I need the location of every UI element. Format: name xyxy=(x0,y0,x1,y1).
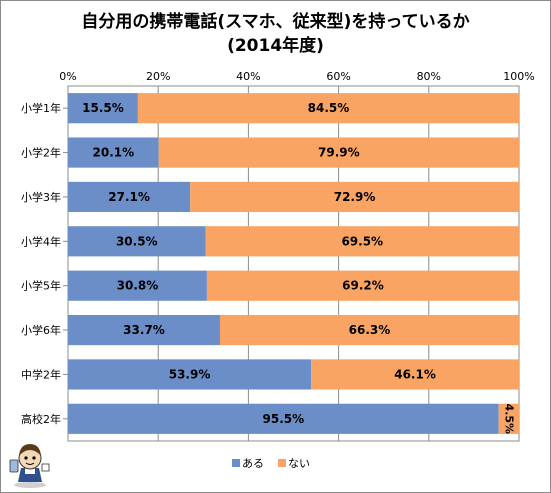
data-label: 4.5% xyxy=(502,404,515,435)
data-label: 79.9% xyxy=(318,146,360,160)
category-label: 高校2年 xyxy=(21,412,61,426)
data-label: 53.9% xyxy=(169,367,211,381)
data-label: 69.5% xyxy=(341,234,383,248)
data-label: 72.9% xyxy=(334,190,376,204)
chart-title: 自分用の携帯電話(スマホ、従来型)を持っているか xyxy=(81,12,470,32)
plot-area xyxy=(67,85,520,442)
data-label: 95.5% xyxy=(263,412,305,426)
mascot-logo xyxy=(9,444,50,488)
bar-segment xyxy=(311,359,519,390)
bar-segment xyxy=(190,181,519,213)
category-label: 中学2年 xyxy=(21,367,61,381)
data-label: 15.5% xyxy=(82,101,124,115)
bar-segment xyxy=(68,93,138,124)
data-label: 84.5% xyxy=(308,101,350,115)
category-label: 小学4年 xyxy=(21,234,61,248)
data-label: 20.1% xyxy=(93,146,135,160)
x-tick-label: 100% xyxy=(503,70,534,83)
bar-segment xyxy=(68,403,499,434)
bar-segment xyxy=(205,226,519,257)
bar-segment xyxy=(68,270,207,301)
category-label: 小学3年 xyxy=(21,190,61,204)
data-label: 30.8% xyxy=(117,279,159,293)
data-label: 69.2% xyxy=(342,279,384,293)
x-tick-label: 20% xyxy=(146,70,170,83)
category-label: 小学5年 xyxy=(21,279,61,293)
bar-segment xyxy=(137,93,519,124)
data-label: 66.3% xyxy=(349,323,391,337)
legend-label: ある xyxy=(242,457,264,470)
legend-swatch xyxy=(278,459,286,467)
bar-segment xyxy=(498,403,519,434)
bar-segment xyxy=(68,359,312,390)
bar-segment xyxy=(68,137,159,168)
bar-segment xyxy=(68,314,220,346)
chart-subtitle: (2014年度) xyxy=(227,36,324,56)
data-label: 30.5% xyxy=(116,234,158,248)
data-label: 27.1% xyxy=(108,190,150,204)
x-tick-label: 0% xyxy=(59,70,76,83)
x-tick-label: 60% xyxy=(326,70,350,83)
category-label: 小学1年 xyxy=(21,101,61,115)
legend-label: ない xyxy=(288,457,310,470)
data-label: 46.1% xyxy=(394,367,436,381)
data-label: 33.7% xyxy=(123,323,165,337)
bar-segment xyxy=(68,226,206,257)
category-label: 小学2年 xyxy=(21,146,61,160)
bar-segment xyxy=(158,137,519,168)
legend-swatch xyxy=(232,459,240,467)
bar-segment xyxy=(219,314,519,346)
bar-segment xyxy=(68,181,191,213)
x-tick-label: 80% xyxy=(417,70,441,83)
bar-segment xyxy=(206,270,519,301)
x-tick-label: 40% xyxy=(236,70,260,83)
category-label: 小学6年 xyxy=(21,323,61,337)
